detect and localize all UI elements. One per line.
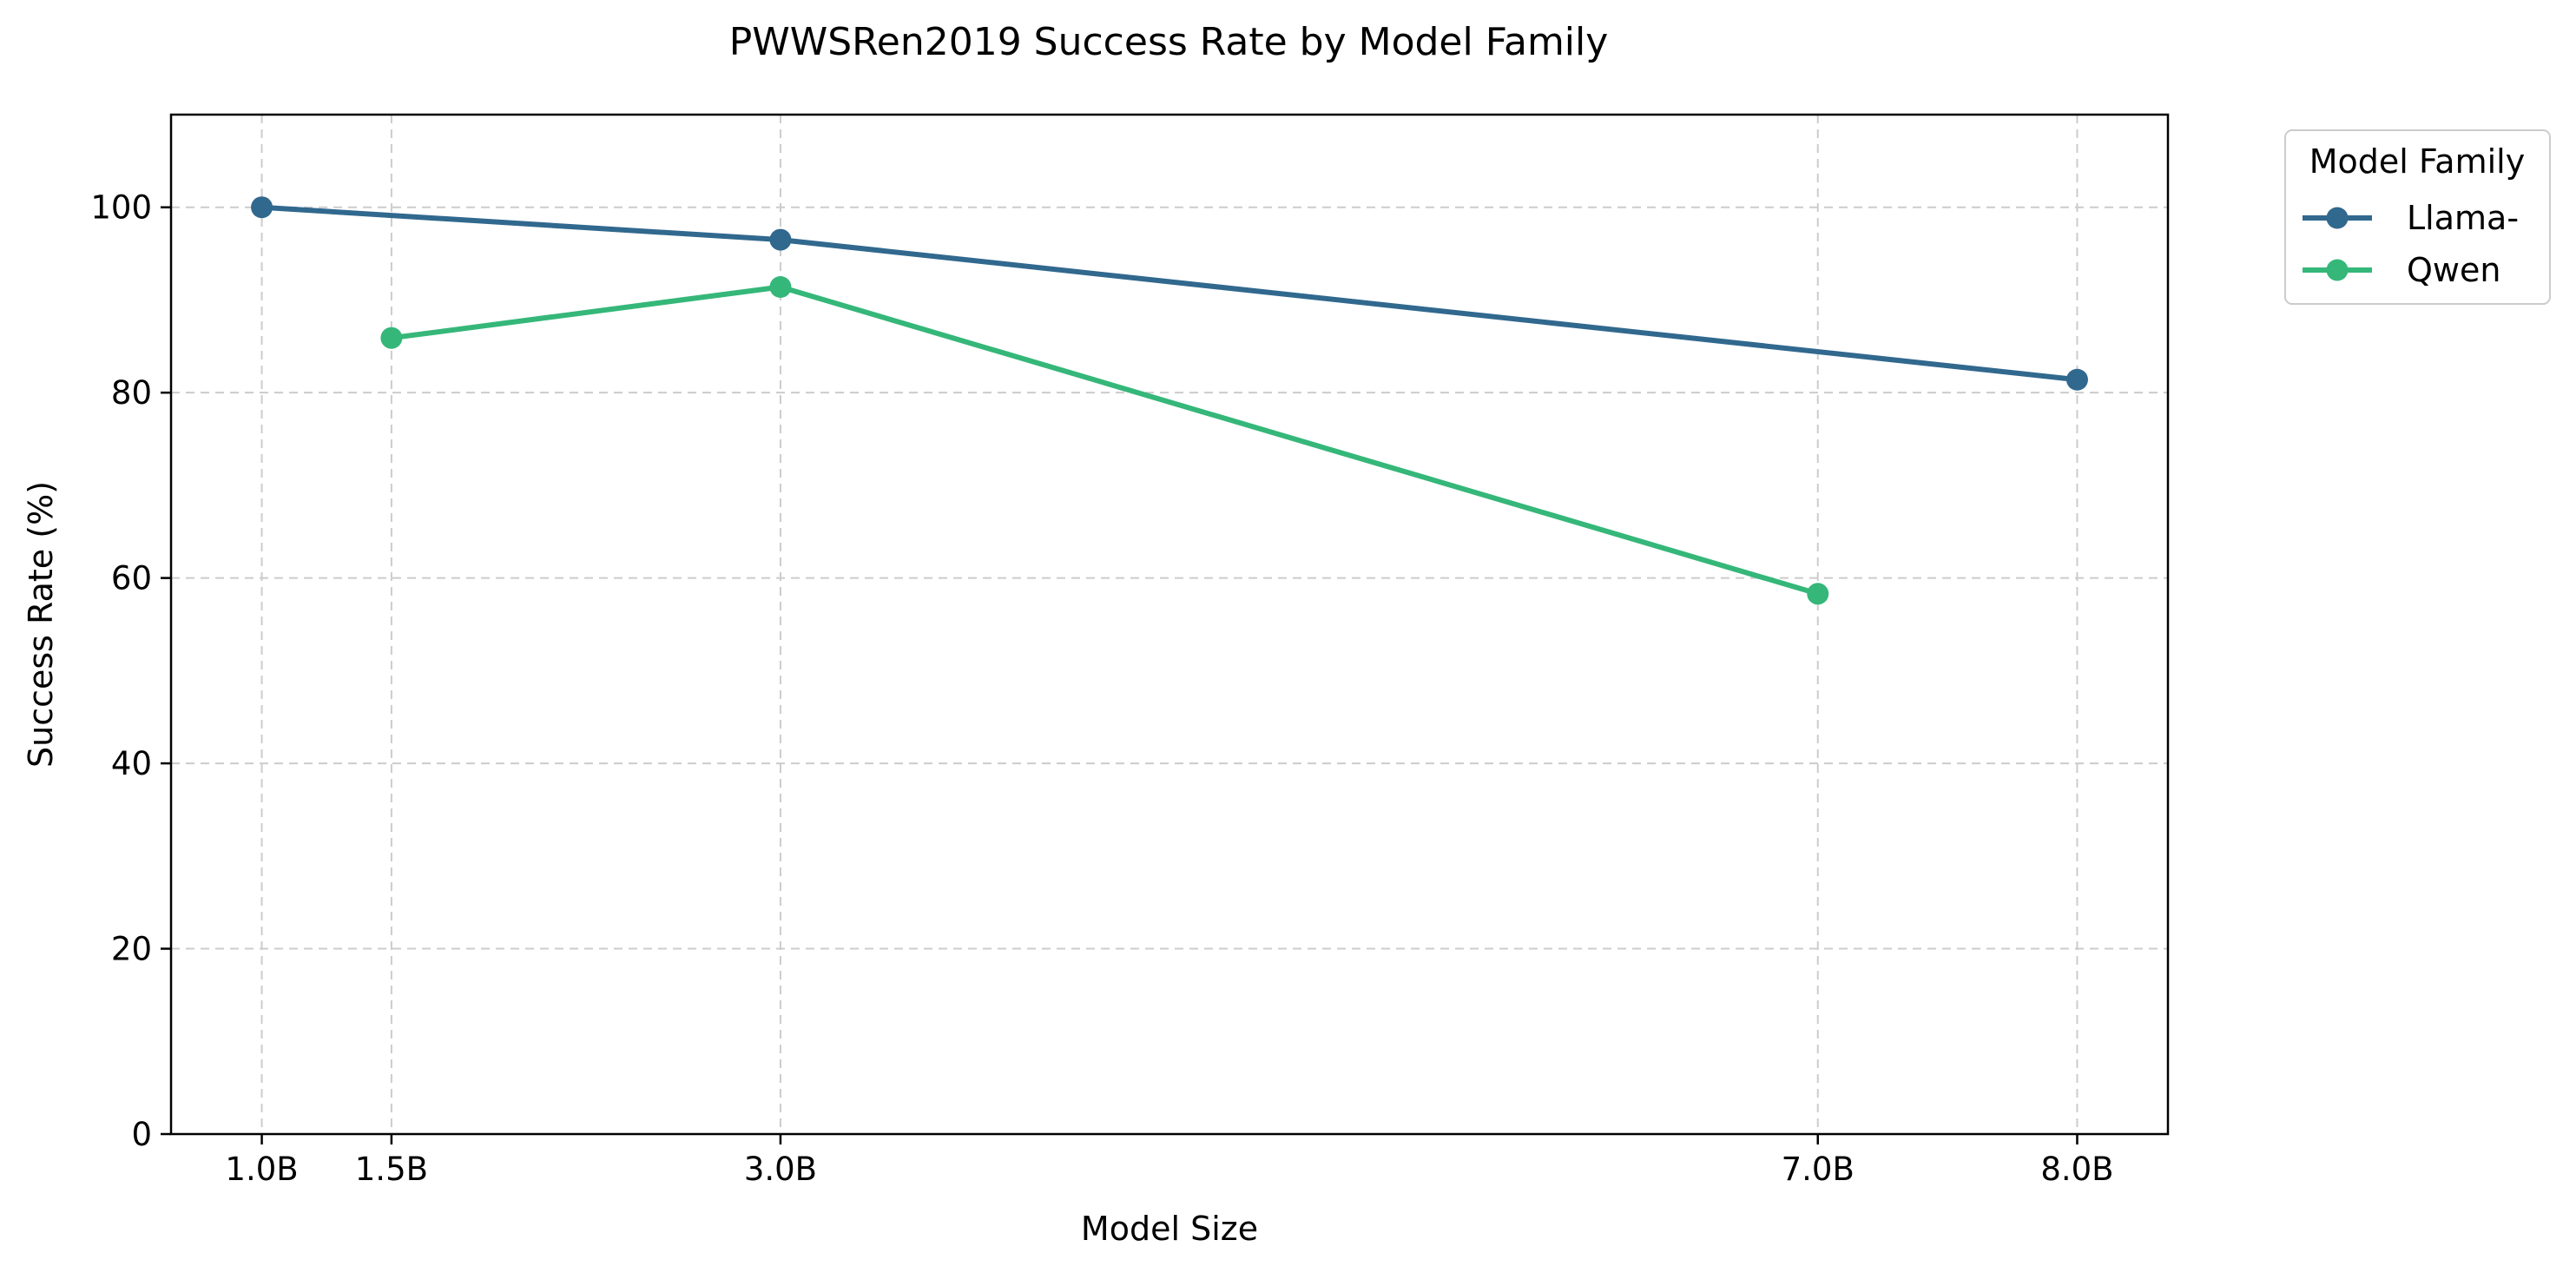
chart-title: PWWSRen2019 Success Rate by Model Family: [729, 20, 1609, 64]
series-qwen: [380, 276, 1829, 605]
legend-item: Qwen: [2303, 251, 2500, 289]
legend-label: Llama-: [2407, 199, 2519, 237]
grid-layer: [171, 115, 2168, 1135]
x-tick-label: 8.0B: [2040, 1151, 2113, 1188]
data-point: [1807, 583, 1829, 605]
y-tick-label: 100: [90, 189, 152, 227]
legend-marker-swatch: [2326, 207, 2349, 229]
y-tick-label: 20: [111, 931, 152, 968]
y-tick-label: 80: [111, 374, 152, 412]
data-point: [251, 196, 273, 219]
x-tick-label: 1.5B: [355, 1151, 428, 1188]
y-tick-label: 40: [111, 745, 152, 782]
data-point: [2065, 368, 2088, 391]
x-tick-label: 1.0B: [225, 1151, 298, 1188]
plot-area-frame: [169, 113, 2170, 1136]
x-tick-label: 7.0B: [1782, 1151, 1855, 1188]
series-line: [259, 204, 2080, 383]
legend-title: Model Family: [2309, 142, 2525, 181]
series-llama: [251, 196, 2088, 391]
legend-frame: [2284, 129, 2551, 305]
y-axis-label: Success Rate (%): [22, 481, 60, 768]
data-point: [769, 276, 792, 299]
y-tick-label: 0: [131, 1116, 152, 1153]
series-line: [388, 284, 1821, 597]
legend-marker-swatch: [2326, 259, 2349, 281]
x-tick-label: 3.0B: [744, 1151, 817, 1188]
legend: Model Family Llama- Qwen: [2284, 129, 2551, 305]
data-point: [380, 326, 403, 349]
series-layer: [251, 196, 2088, 605]
legend-items: Llama- Qwen: [2303, 199, 2519, 289]
y-axis: 0 20 40 60 80 100: [90, 189, 171, 1153]
data-point: [769, 228, 792, 251]
x-axis-label: Model Size: [1081, 1210, 1258, 1248]
y-tick-label: 60: [111, 560, 152, 597]
legend-label: Qwen: [2407, 251, 2500, 289]
legend-item: Llama-: [2303, 199, 2519, 237]
x-axis: 1.0B 1.5B 3.0B 7.0B 8.0B: [225, 1134, 2114, 1188]
